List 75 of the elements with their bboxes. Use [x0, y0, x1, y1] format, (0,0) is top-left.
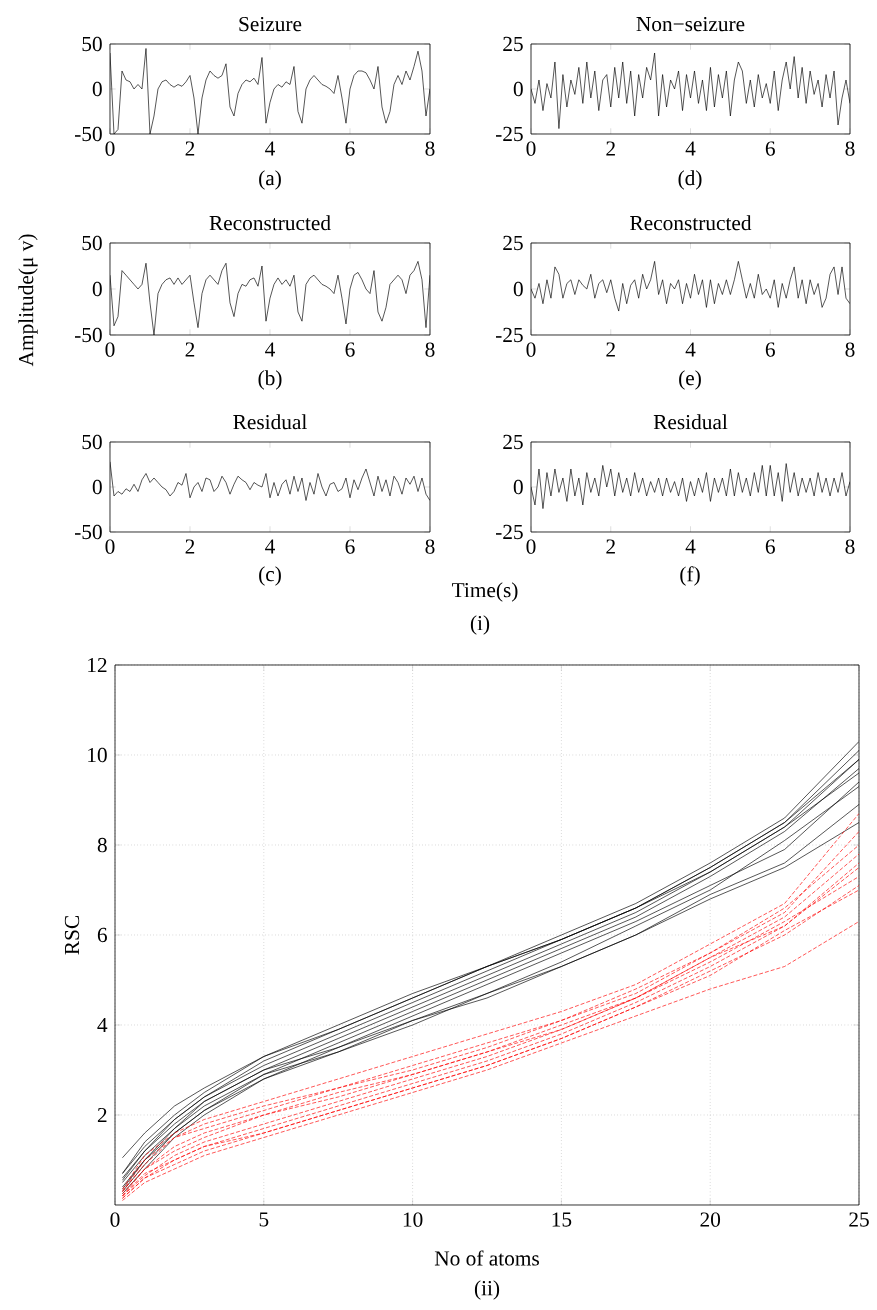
- x-tick-label: 0: [526, 342, 536, 357]
- y-tick-label: 25: [503, 434, 523, 450]
- x-tick-label: 4: [265, 342, 276, 357]
- text: (b): [258, 370, 282, 390]
- x-tick-label: 0: [110, 1212, 120, 1227]
- x-tick-label: 4: [685, 342, 696, 357]
- y-tick-label: 50: [82, 235, 102, 251]
- text: (i): [470, 615, 490, 635]
- x-tick-label: 0: [526, 539, 536, 554]
- y-tick-label: -50: [75, 126, 102, 142]
- x-tick-label: 2: [185, 342, 195, 357]
- x-tick-label: 6: [765, 342, 776, 357]
- x-tick-label: 4: [265, 539, 276, 554]
- y-tick-label: 0: [513, 479, 523, 495]
- x-axis-title: Time(s): [452, 582, 518, 602]
- x-tick-label: 5: [259, 1212, 269, 1227]
- x-tick-label: 10: [403, 1212, 423, 1227]
- text: (d): [678, 170, 702, 190]
- y-tick-label: 8: [97, 837, 107, 853]
- x-tick-label: 6: [765, 539, 776, 554]
- x-tick-label: 6: [345, 342, 355, 357]
- x-tick-label: 6: [345, 141, 355, 156]
- x-tick-label: 2: [606, 539, 616, 554]
- y-tick-label: -25: [496, 327, 523, 343]
- text: (e): [679, 370, 702, 390]
- x-tick-label: 25: [849, 1212, 869, 1227]
- x-tick-label: 8: [845, 141, 855, 156]
- y-tick-label: 0: [513, 281, 523, 297]
- y-axis-title: Amplitude(μ v): [18, 234, 38, 367]
- x-tick-label: 6: [345, 539, 355, 554]
- y-tick-label: 50: [82, 36, 102, 52]
- y-tick-label: 4: [97, 1017, 108, 1033]
- x-tick-label: 15: [552, 1212, 572, 1227]
- x-tick-label: 4: [265, 141, 276, 156]
- x-tick-label: 2: [606, 141, 616, 156]
- y-tick-label: 6: [97, 927, 108, 943]
- chart-title: Residual: [233, 414, 308, 430]
- x-tick-label: 8: [425, 141, 435, 156]
- y-tick-label: -25: [496, 524, 523, 540]
- x-tick-label: 8: [845, 539, 855, 554]
- y-tick-label: 2: [98, 1107, 107, 1123]
- y-tick-label: 10: [88, 747, 107, 763]
- y-tick-label: 0: [92, 281, 102, 297]
- text: (c): [259, 566, 282, 586]
- chart-title: Reconstructed: [209, 215, 331, 231]
- y-tick-label: 50: [82, 434, 102, 450]
- text: (a): [259, 170, 282, 190]
- x-tick-label: 20: [700, 1212, 721, 1227]
- y-tick-label: 0: [92, 479, 102, 495]
- y-tick-label: 12: [88, 657, 107, 673]
- chart-title: Reconstructed: [630, 215, 752, 231]
- text: (f): [680, 566, 700, 586]
- chart-title: Seizure: [239, 16, 302, 32]
- x-tick-label: 8: [425, 342, 435, 357]
- y-tick-label: 25: [503, 235, 523, 251]
- x-tick-label: 0: [526, 141, 536, 156]
- chart-title: Residual: [653, 414, 728, 430]
- x-tick-label: 2: [185, 141, 195, 156]
- y-tick-label: 0: [92, 81, 102, 97]
- x-axis-title: No of atoms: [434, 1250, 540, 1266]
- x-tick-label: 2: [185, 539, 195, 554]
- text: (ii): [475, 1280, 500, 1300]
- y-tick-label: -50: [75, 327, 102, 343]
- x-tick-label: 8: [845, 342, 855, 357]
- x-tick-label: 6: [765, 141, 776, 156]
- x-tick-label: 4: [685, 141, 696, 156]
- y-tick-label: 0: [513, 81, 523, 97]
- y-axis-title: RSC: [64, 916, 80, 955]
- y-tick-label: -50: [75, 524, 102, 540]
- x-tick-label: 2: [606, 342, 616, 357]
- x-tick-label: 8: [425, 539, 435, 554]
- y-tick-label: -25: [496, 126, 523, 142]
- x-tick-label: 4: [685, 539, 696, 554]
- y-tick-label: 25: [503, 36, 523, 52]
- chart-title: Non−seizure: [636, 16, 745, 32]
